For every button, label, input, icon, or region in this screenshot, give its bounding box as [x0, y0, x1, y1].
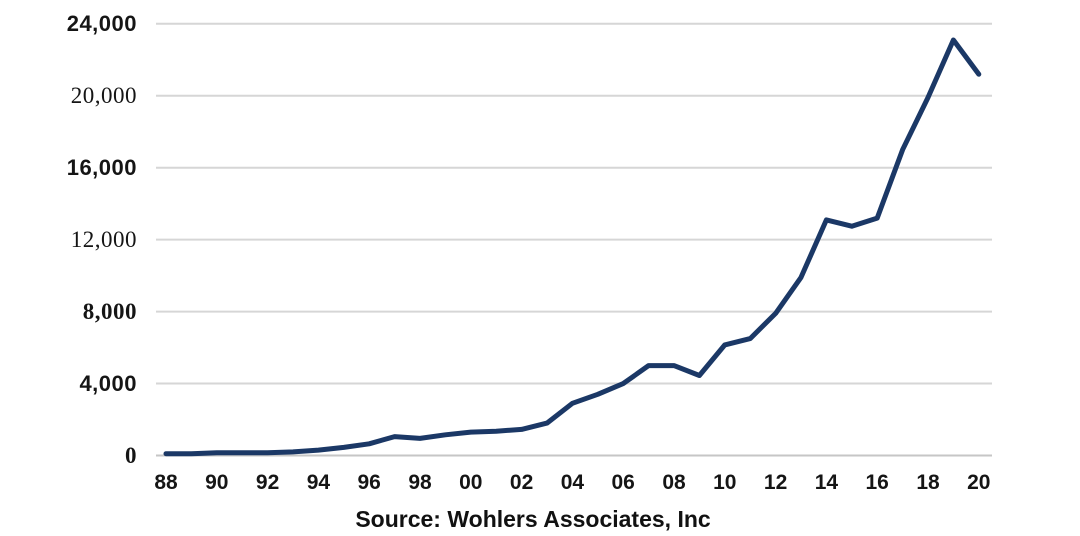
x-tick-label: 18	[916, 471, 940, 494]
x-tick-label: 20	[967, 471, 991, 494]
y-tick-label: 12,000	[70, 226, 137, 252]
x-tick-label: 10	[713, 471, 737, 494]
x-tick-label: 00	[459, 471, 483, 494]
x-tick-label: 98	[408, 471, 432, 494]
x-tick-label: 14	[814, 471, 839, 494]
y-tick-label: 20,000	[70, 82, 137, 108]
x-tick-label: 90	[205, 471, 229, 494]
x-tick-label: 16	[865, 471, 889, 494]
x-tick-label: 12	[763, 471, 788, 494]
x-tick-label: 02	[509, 471, 534, 494]
data-line	[163, 37, 982, 457]
x-tick-label: 92	[255, 471, 280, 494]
y-tick-label: 16,000	[66, 154, 137, 180]
source-caption: Source: Wohlers Associates, Inc	[355, 506, 711, 532]
y-tick-label: 4,000	[79, 370, 137, 396]
y-tick-label: 24,000	[66, 10, 137, 36]
y-tick-label: 8,000	[82, 298, 137, 324]
x-tick-label: 08	[662, 471, 686, 494]
y-tick-label: 0	[125, 442, 137, 468]
x-tick-label: 06	[611, 471, 635, 494]
x-tick-label: 88	[154, 471, 178, 494]
gridlines	[156, 22, 992, 457]
x-tick-label: 04	[560, 471, 585, 494]
x-tick-label: 94	[306, 471, 331, 494]
x-tick-label: 96	[357, 471, 381, 494]
